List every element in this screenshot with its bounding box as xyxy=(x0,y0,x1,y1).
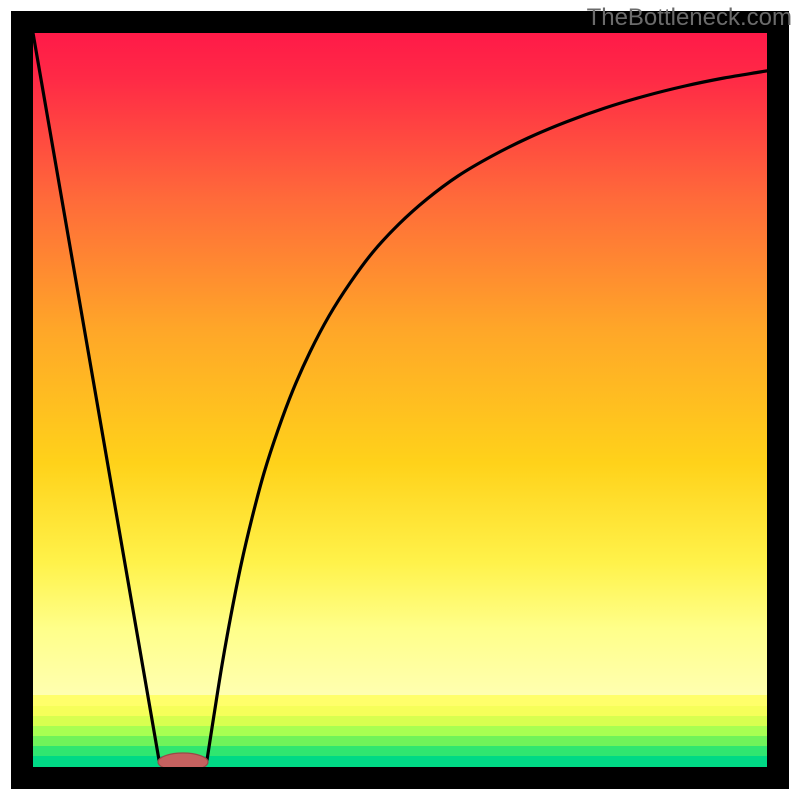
gradient-background xyxy=(33,33,767,695)
plot-area xyxy=(33,33,778,771)
chart-container: TheBottleneck.com xyxy=(0,0,800,800)
watermark-text: TheBottleneck.com xyxy=(587,4,792,32)
bottleneck-chart xyxy=(0,0,800,800)
bottom-color-bands xyxy=(33,695,767,767)
